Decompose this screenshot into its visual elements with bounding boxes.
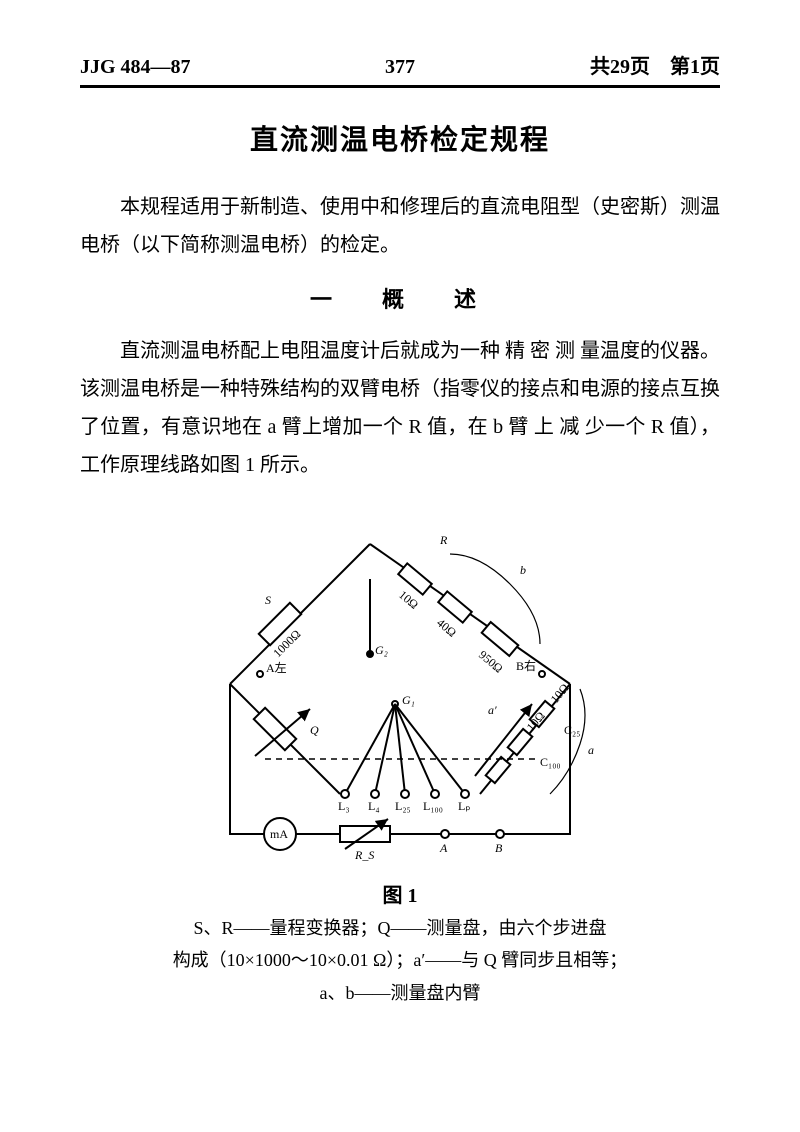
figure-1-legend: S、R——量程变换器；Q——测量盘，由六个步进盘 构成（10×1000～10×0… [110, 912, 690, 1009]
figure-1-caption: 图 1 [80, 879, 720, 908]
label-b-terminal: B [495, 841, 503, 855]
label-950ohm: 950Ω [476, 648, 506, 676]
header-page-number: 377 [293, 56, 506, 79]
section-1-paragraph: 直流测温电桥配上电阻温度计后就成为一种 精 密 测 量温度的仪器。该测温电桥是一… [80, 332, 720, 484]
label-l4: L₄ [368, 799, 380, 813]
figure-1-legend-line3: a、b——测量盘内臂 [110, 977, 690, 1009]
label-q: Q [310, 723, 319, 737]
label-l25: L₂₅ [395, 799, 411, 813]
page-title: 直流测温电桥检定规程 [80, 118, 720, 158]
label-a: a [588, 743, 594, 757]
intro-paragraph: 本规程适用于新制造、使用中和修理后的直流电阻型（史密斯）测温电桥（以下简称测温电… [80, 188, 720, 264]
page-header: JJG 484—87 377 共29页 第1页 [80, 50, 720, 79]
label-10ohm-b: 10Ω [548, 681, 572, 706]
label-lp: Lₚ [458, 799, 470, 813]
label-g2: G₂ [375, 643, 388, 657]
label-c25: C₂₅ [564, 723, 580, 737]
label-ma: mA [270, 827, 288, 841]
label-a-prime: a′ [488, 703, 497, 717]
label-r: R [439, 533, 448, 547]
header-doc-id: JJG 484—87 [80, 56, 293, 79]
label-s: S [265, 593, 271, 607]
label-g1: G₁ [402, 693, 415, 707]
label-b: b [520, 563, 526, 577]
header-rule [80, 85, 720, 88]
label-l100: L₁₀₀ [423, 799, 443, 813]
figure-1-legend-line2: 构成（10×1000～10×0.01 Ω）；a′——与 Q 臂同步且相等； [110, 944, 690, 976]
label-a-left: A左 [266, 660, 287, 675]
label-a-terminal: A [439, 841, 448, 855]
label-l3: L₃ [338, 799, 350, 813]
label-c100: C₁₀₀ [540, 755, 561, 769]
label-40ohm: 40Ω [434, 616, 459, 640]
label-b-right: B右 [516, 658, 536, 673]
circuit-diagram: 1000Ω S R 10Ω 40Ω 950Ω b [170, 504, 630, 864]
section-1-heading: 一 概 述 [80, 282, 720, 314]
header-page-count: 共29页 第1页 [507, 50, 720, 79]
figure-1: 1000Ω S R 10Ω 40Ω 950Ω b [80, 504, 720, 869]
label-rs: R_S [354, 848, 374, 862]
figure-1-legend-line1: S、R——量程变换器；Q——测量盘，由六个步进盘 [110, 912, 690, 944]
